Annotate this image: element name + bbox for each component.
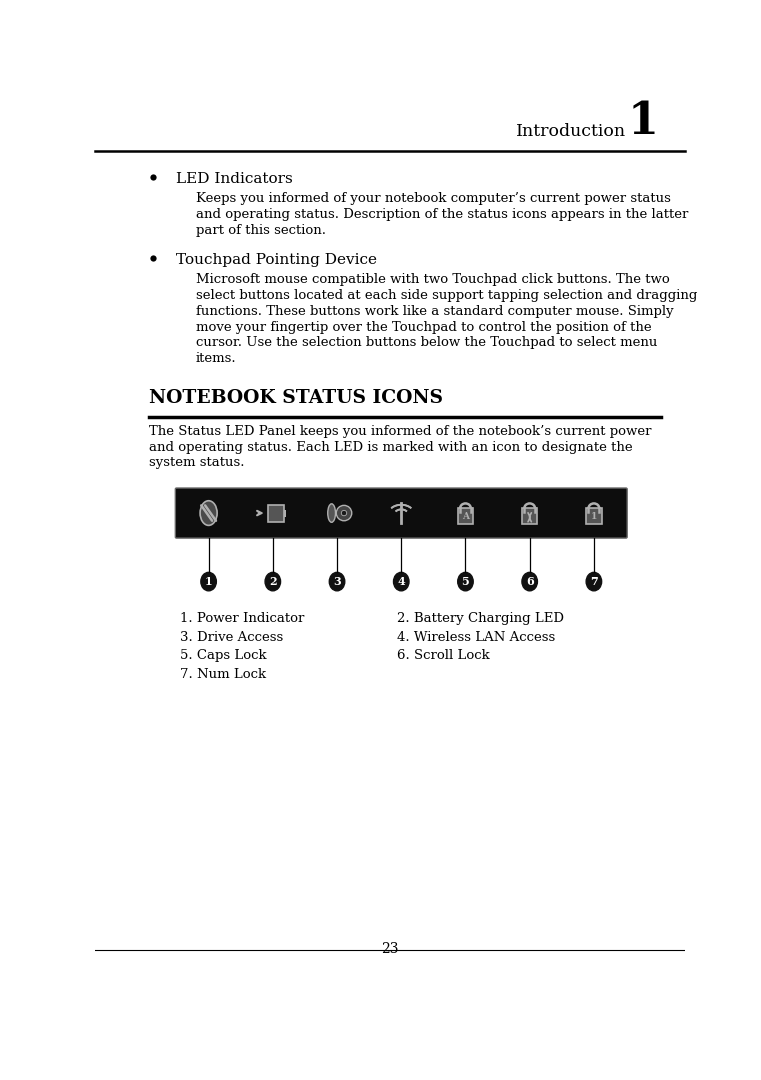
Text: and operating status. Description of the status icons appears in the latter: and operating status. Description of the…: [196, 207, 688, 220]
Bar: [268, 504, 284, 522]
Text: LED Indicators: LED Indicators: [177, 172, 293, 186]
Text: 2: 2: [269, 576, 277, 588]
Text: 6: 6: [526, 576, 533, 588]
Ellipse shape: [586, 572, 602, 591]
Text: NOTEBOOK STATUS ICONS: NOTEBOOK STATUS ICONS: [149, 390, 444, 407]
Text: system status.: system status.: [149, 457, 245, 470]
Bar: [522, 509, 537, 524]
Ellipse shape: [341, 511, 347, 516]
Ellipse shape: [457, 572, 473, 591]
Text: 6. Scroll Lock: 6. Scroll Lock: [397, 649, 490, 662]
Text: and operating status. Each LED is marked with an icon to designate the: and operating status. Each LED is marked…: [149, 441, 633, 454]
Bar: [586, 509, 602, 524]
Ellipse shape: [393, 572, 409, 591]
Text: 23: 23: [381, 942, 399, 956]
Text: Introduction: Introduction: [516, 123, 626, 139]
Text: 4: 4: [397, 576, 405, 588]
Text: select buttons located at each side support tapping selection and dragging: select buttons located at each side supp…: [196, 289, 697, 302]
Text: Keeps you informed of your notebook computer’s current power status: Keeps you informed of your notebook comp…: [196, 192, 670, 205]
Text: 2. Battery Charging LED: 2. Battery Charging LED: [397, 612, 565, 625]
Ellipse shape: [201, 572, 216, 591]
Ellipse shape: [328, 503, 336, 523]
Text: 1: 1: [205, 576, 212, 588]
Text: 4. Wireless LAN Access: 4. Wireless LAN Access: [397, 631, 556, 644]
Text: 1: 1: [628, 100, 658, 144]
Ellipse shape: [330, 572, 345, 591]
FancyBboxPatch shape: [175, 488, 627, 538]
Bar: [457, 509, 473, 524]
Ellipse shape: [200, 501, 217, 525]
Text: move your fingertip over the Touchpad to control the position of the: move your fingertip over the Touchpad to…: [196, 321, 651, 334]
Text: 5: 5: [462, 576, 470, 588]
Ellipse shape: [265, 572, 281, 591]
Bar: [284, 510, 286, 516]
Text: functions. These buttons work like a standard computer mouse. Simply: functions. These buttons work like a sta…: [196, 305, 673, 318]
Text: 5. Caps Lock: 5. Caps Lock: [180, 649, 267, 662]
Ellipse shape: [522, 572, 537, 591]
Text: 7: 7: [590, 576, 598, 588]
Text: The Status LED Panel keeps you informed of the notebook’s current power: The Status LED Panel keeps you informed …: [149, 424, 652, 437]
Text: 1: 1: [591, 512, 597, 521]
Text: 3: 3: [333, 576, 341, 588]
Text: Touchpad Pointing Device: Touchpad Pointing Device: [177, 253, 377, 267]
Text: items.: items.: [196, 352, 237, 365]
Text: Microsoft mouse compatible with two Touchpad click buttons. The two: Microsoft mouse compatible with two Touc…: [196, 273, 670, 286]
Text: 1. Power Indicator: 1. Power Indicator: [180, 612, 304, 625]
Text: 7. Num Lock: 7. Num Lock: [180, 667, 266, 680]
Text: cursor. Use the selection buttons below the Touchpad to select menu: cursor. Use the selection buttons below …: [196, 336, 658, 349]
Text: 3. Drive Access: 3. Drive Access: [180, 631, 284, 644]
Text: part of this section.: part of this section.: [196, 224, 326, 237]
Ellipse shape: [336, 505, 352, 521]
Text: A: A: [462, 512, 469, 521]
